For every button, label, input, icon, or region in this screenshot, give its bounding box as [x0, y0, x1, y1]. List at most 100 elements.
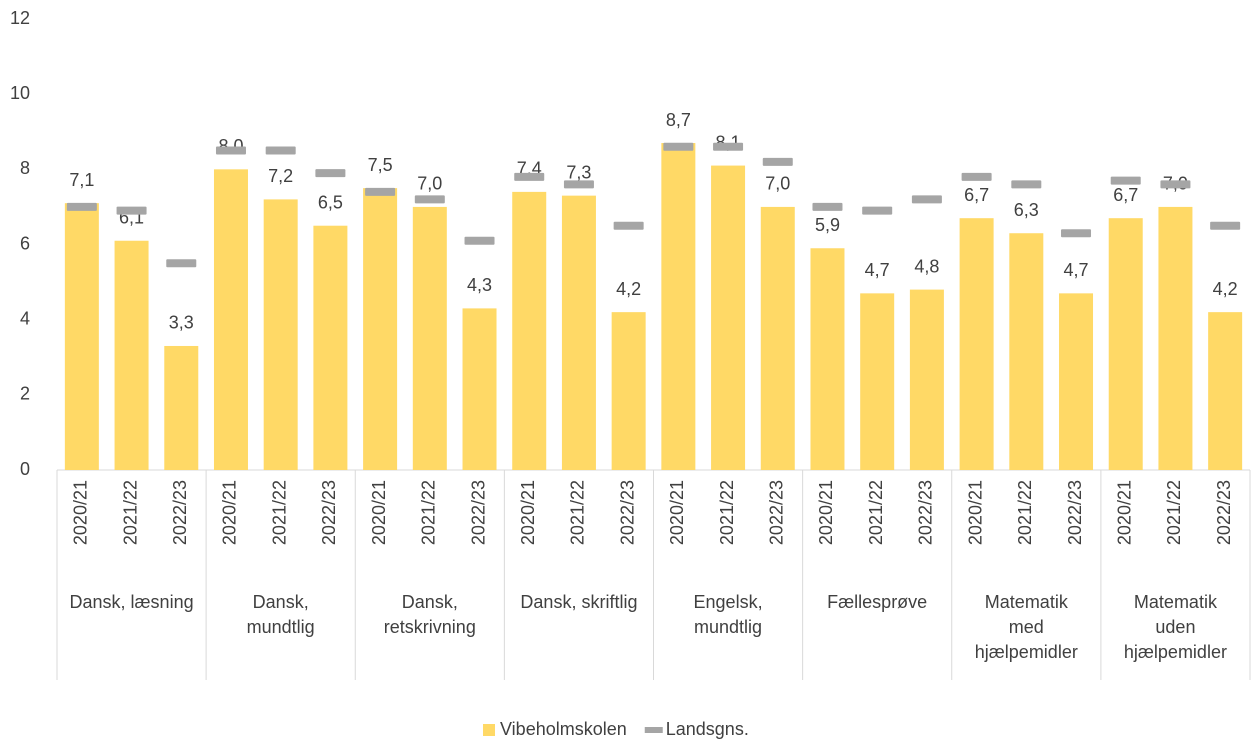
marker: [862, 206, 893, 215]
marker: [563, 180, 594, 189]
data-label: 6,3: [1014, 200, 1039, 220]
bar: [1009, 233, 1044, 470]
legend-label: Vibeholmskolen: [500, 719, 627, 739]
bar: [661, 143, 696, 470]
data-label: 6,7: [964, 185, 989, 205]
marker: [166, 259, 197, 268]
marker: [1061, 229, 1092, 238]
x-tick-label: 2020/21: [816, 480, 836, 545]
group-label-line: hjælpemidler: [974, 642, 1078, 662]
bar: [363, 188, 398, 470]
x-tick-label: 2021/22: [419, 480, 439, 545]
data-label: 7,3: [566, 162, 591, 182]
bar: [1059, 293, 1094, 470]
data-label: 4,3: [467, 275, 492, 295]
x-tick-label: 2022/23: [916, 480, 936, 545]
x-tick-label: 2020/21: [1114, 480, 1134, 545]
marker: [116, 206, 147, 215]
bar: [462, 308, 497, 470]
x-tick-label: 2022/23: [1214, 480, 1234, 545]
x-tick-label: 2021/22: [1015, 480, 1035, 545]
group-label-line: Dansk,: [401, 592, 458, 612]
x-tick-label: 2020/21: [667, 480, 687, 545]
bar: [412, 206, 447, 470]
bar: [1108, 218, 1143, 470]
group-label: Matematik med hjælpemidler: [952, 590, 1101, 665]
legend-swatch: [644, 727, 663, 733]
y-tick-label: 10: [10, 83, 30, 103]
marker: [365, 187, 396, 196]
group-label: Dansk, retskrivning: [355, 590, 504, 640]
bar: [760, 206, 795, 470]
x-tick-label: 2022/23: [617, 480, 637, 545]
marker: [1160, 180, 1191, 189]
data-label: 6,7: [1113, 185, 1138, 205]
marker: [961, 172, 992, 181]
marker: [1110, 176, 1141, 185]
x-tick-label: 2021/22: [866, 480, 886, 545]
bar: [313, 225, 348, 470]
marker: [713, 142, 744, 151]
y-tick-label: 12: [10, 8, 30, 28]
x-tick-label: 2021/22: [120, 480, 140, 545]
marker: [265, 146, 296, 155]
data-label: 3,3: [169, 313, 194, 333]
marker: [414, 195, 445, 204]
bar: [561, 195, 596, 470]
group-label: Dansk, mundtlig: [206, 590, 355, 640]
x-tick-label: 2022/23: [1065, 480, 1085, 545]
marker: [613, 221, 644, 230]
data-label: 4,2: [1213, 279, 1238, 299]
bar: [810, 248, 845, 470]
data-label: 5,9: [815, 215, 840, 235]
bar: [213, 169, 248, 471]
data-label: 4,7: [865, 260, 890, 280]
bar: [711, 165, 746, 470]
data-label: 7,0: [765, 174, 790, 194]
x-tick-label: 2022/23: [767, 480, 787, 545]
x-tick-label: 2020/21: [369, 480, 389, 545]
bar: [611, 312, 646, 470]
legend-label: Landsgns.: [666, 719, 749, 739]
x-tick-label: 2021/22: [1164, 480, 1184, 545]
y-tick-label: 2: [20, 384, 30, 404]
group-label-line: Matematik: [1133, 592, 1217, 612]
bar: [64, 203, 99, 471]
x-tick-label: 2021/22: [717, 480, 737, 545]
x-tick-label: 2020/21: [965, 480, 985, 545]
group-label-line: Fællesprøve: [827, 592, 928, 612]
x-tick-label: 2022/23: [319, 480, 339, 545]
group-label: Dansk, skriftlig: [504, 590, 653, 615]
marker: [514, 172, 545, 181]
bar: [959, 218, 994, 470]
bar: [860, 293, 895, 470]
data-label: 6,5: [318, 192, 343, 212]
x-tick-label: 2022/23: [468, 480, 488, 545]
y-tick-label: 4: [20, 308, 30, 328]
group-label-line: Engelsk,: [693, 592, 763, 612]
marker: [911, 195, 942, 204]
group-label-line: Dansk,: [252, 592, 309, 612]
marker: [66, 202, 97, 211]
data-label: 4,8: [914, 256, 939, 276]
marker: [762, 157, 793, 166]
group-label-line: uden: [1155, 617, 1196, 637]
group-label: Fællesprøve: [803, 590, 952, 615]
data-label: 4,7: [1064, 260, 1089, 280]
bar: [909, 289, 944, 470]
bar: [1208, 312, 1243, 470]
marker: [215, 146, 246, 155]
y-tick-label: 6: [20, 233, 30, 253]
group-label-line: mundtlig: [694, 617, 763, 637]
group-label-line: hjælpemidler: [1123, 642, 1227, 662]
marker: [1210, 221, 1241, 230]
group-label-line: med: [1008, 617, 1044, 637]
data-label: 7,2: [268, 166, 293, 186]
x-tick-label: 2020/21: [220, 480, 240, 545]
group-label-line: Matematik: [984, 592, 1068, 612]
bar: [512, 191, 547, 470]
data-label: 7,0: [417, 174, 442, 194]
group-label-line: retskrivning: [383, 617, 476, 637]
